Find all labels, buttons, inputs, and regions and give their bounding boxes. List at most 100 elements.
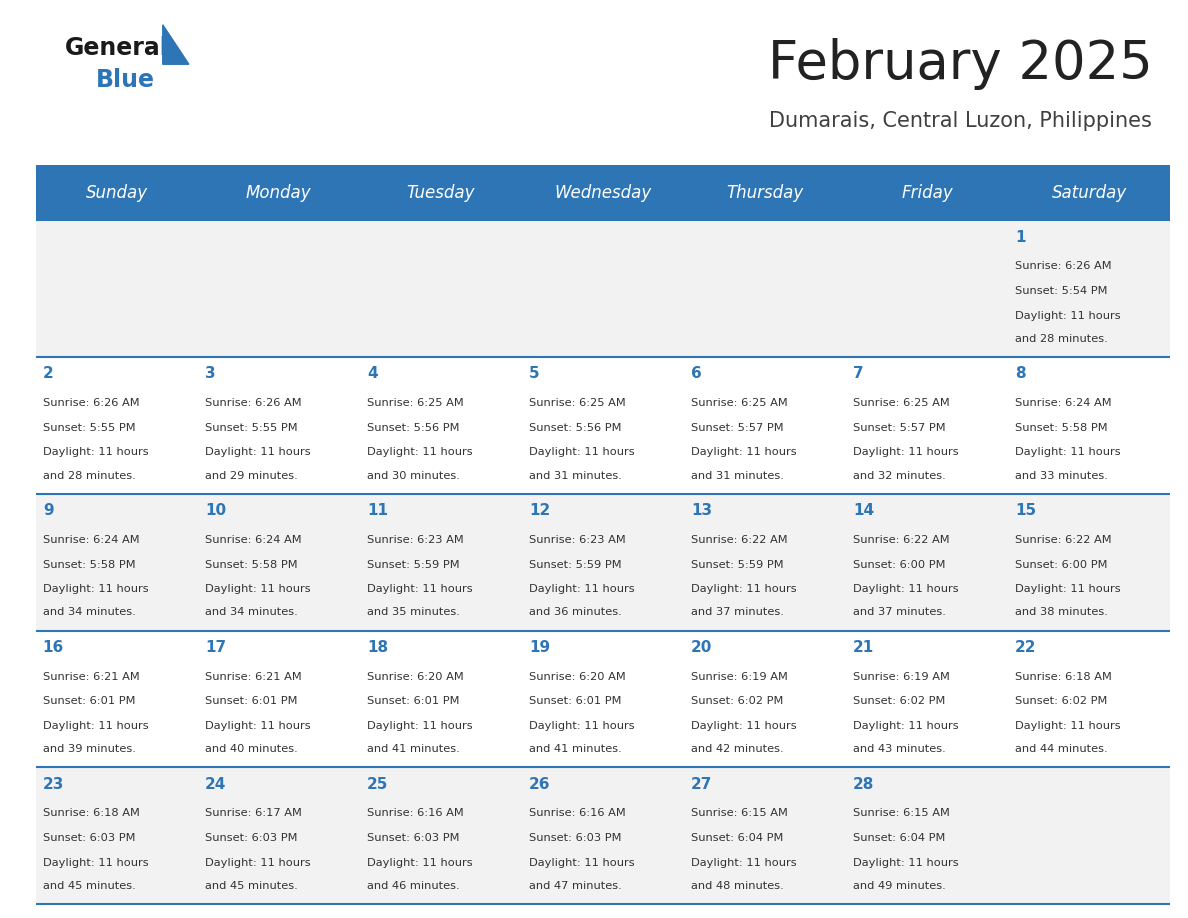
Text: 5: 5: [529, 366, 539, 381]
Text: Sunrise: 6:26 AM: Sunrise: 6:26 AM: [43, 398, 139, 409]
Text: Sunset: 5:58 PM: Sunset: 5:58 PM: [43, 560, 135, 569]
Text: Sunrise: 6:21 AM: Sunrise: 6:21 AM: [43, 672, 139, 682]
Text: Sunrise: 6:23 AM: Sunrise: 6:23 AM: [367, 535, 463, 545]
Text: Sunrise: 6:25 AM: Sunrise: 6:25 AM: [853, 398, 950, 409]
Text: 9: 9: [43, 503, 53, 518]
Text: Thursday: Thursday: [726, 184, 803, 202]
Text: and 35 minutes.: and 35 minutes.: [367, 608, 460, 618]
Text: Sunset: 6:04 PM: Sunset: 6:04 PM: [691, 834, 783, 843]
Text: Daylight: 11 hours: Daylight: 11 hours: [204, 584, 310, 594]
Text: Daylight: 11 hours: Daylight: 11 hours: [43, 721, 148, 731]
Text: Daylight: 11 hours: Daylight: 11 hours: [529, 721, 634, 731]
Text: Daylight: 11 hours: Daylight: 11 hours: [853, 447, 959, 457]
Text: Daylight: 11 hours: Daylight: 11 hours: [853, 721, 959, 731]
Text: and 31 minutes.: and 31 minutes.: [691, 471, 784, 481]
Text: 6: 6: [691, 366, 702, 381]
Bar: [36, 357, 1170, 494]
Text: Sunset: 6:00 PM: Sunset: 6:00 PM: [853, 560, 946, 569]
Text: and 41 minutes.: and 41 minutes.: [367, 744, 460, 755]
Text: and 48 minutes.: and 48 minutes.: [691, 881, 784, 891]
Text: Daylight: 11 hours: Daylight: 11 hours: [43, 857, 148, 868]
Bar: [36, 631, 1170, 767]
Text: 22: 22: [1016, 640, 1037, 655]
Text: 27: 27: [691, 777, 713, 791]
Text: and 41 minutes.: and 41 minutes.: [529, 744, 621, 755]
Text: Sunrise: 6:26 AM: Sunrise: 6:26 AM: [204, 398, 302, 409]
Text: 13: 13: [691, 503, 712, 518]
Text: Sunset: 5:57 PM: Sunset: 5:57 PM: [691, 423, 784, 432]
Text: Tuesday: Tuesday: [406, 184, 475, 202]
Text: Sunrise: 6:15 AM: Sunrise: 6:15 AM: [853, 809, 950, 819]
Text: Sunrise: 6:16 AM: Sunrise: 6:16 AM: [367, 809, 463, 819]
Text: Sunrise: 6:25 AM: Sunrise: 6:25 AM: [691, 398, 788, 409]
Text: Daylight: 11 hours: Daylight: 11 hours: [1016, 310, 1120, 320]
Text: 1: 1: [1016, 230, 1025, 244]
Bar: [36, 220, 1170, 357]
Text: Sunrise: 6:20 AM: Sunrise: 6:20 AM: [529, 672, 626, 682]
Text: Sunset: 6:03 PM: Sunset: 6:03 PM: [204, 834, 297, 843]
Text: Daylight: 11 hours: Daylight: 11 hours: [367, 584, 473, 594]
Text: Sunset: 5:59 PM: Sunset: 5:59 PM: [367, 560, 460, 569]
Text: and 46 minutes.: and 46 minutes.: [367, 881, 460, 891]
Text: Sunrise: 6:15 AM: Sunrise: 6:15 AM: [691, 809, 788, 819]
Text: Sunrise: 6:18 AM: Sunrise: 6:18 AM: [43, 809, 140, 819]
Text: Friday: Friday: [902, 184, 953, 202]
Text: Sunset: 5:56 PM: Sunset: 5:56 PM: [367, 423, 460, 432]
Text: Sunset: 6:03 PM: Sunset: 6:03 PM: [367, 834, 460, 843]
Text: Saturday: Saturday: [1051, 184, 1126, 202]
Text: and 31 minutes.: and 31 minutes.: [529, 471, 621, 481]
Text: and 38 minutes.: and 38 minutes.: [1016, 608, 1108, 618]
Text: and 28 minutes.: and 28 minutes.: [1016, 334, 1108, 344]
Text: Daylight: 11 hours: Daylight: 11 hours: [691, 721, 797, 731]
Text: Daylight: 11 hours: Daylight: 11 hours: [204, 447, 310, 457]
Text: Daylight: 11 hours: Daylight: 11 hours: [204, 721, 310, 731]
Bar: [36, 494, 1170, 631]
Text: and 47 minutes.: and 47 minutes.: [529, 881, 621, 891]
Text: Sunset: 6:02 PM: Sunset: 6:02 PM: [853, 697, 946, 706]
Text: and 29 minutes.: and 29 minutes.: [204, 471, 298, 481]
Polygon shape: [163, 25, 189, 64]
Text: 10: 10: [204, 503, 226, 518]
Text: and 45 minutes.: and 45 minutes.: [43, 881, 135, 891]
Text: Sunrise: 6:22 AM: Sunrise: 6:22 AM: [691, 535, 788, 545]
Text: Sunset: 5:59 PM: Sunset: 5:59 PM: [691, 560, 784, 569]
Text: Daylight: 11 hours: Daylight: 11 hours: [1016, 447, 1120, 457]
Text: and 42 minutes.: and 42 minutes.: [691, 744, 784, 755]
Text: Sunset: 5:55 PM: Sunset: 5:55 PM: [204, 423, 297, 432]
Text: Blue: Blue: [96, 68, 156, 92]
Text: 12: 12: [529, 503, 550, 518]
Text: Sunrise: 6:22 AM: Sunrise: 6:22 AM: [1016, 535, 1112, 545]
Text: Sunrise: 6:17 AM: Sunrise: 6:17 AM: [204, 809, 302, 819]
Text: and 37 minutes.: and 37 minutes.: [853, 608, 946, 618]
Text: 25: 25: [367, 777, 388, 791]
Text: February 2025: February 2025: [767, 39, 1152, 90]
Text: 11: 11: [367, 503, 388, 518]
Text: 4: 4: [367, 366, 378, 381]
Text: Daylight: 11 hours: Daylight: 11 hours: [529, 447, 634, 457]
Text: 26: 26: [529, 777, 550, 791]
Text: Daylight: 11 hours: Daylight: 11 hours: [367, 721, 473, 731]
Text: Sunset: 6:01 PM: Sunset: 6:01 PM: [529, 697, 621, 706]
Text: Sunset: 5:56 PM: Sunset: 5:56 PM: [529, 423, 621, 432]
Text: Daylight: 11 hours: Daylight: 11 hours: [1016, 584, 1120, 594]
Text: 15: 15: [1016, 503, 1036, 518]
Text: Sunrise: 6:26 AM: Sunrise: 6:26 AM: [1016, 262, 1112, 272]
Text: Daylight: 11 hours: Daylight: 11 hours: [367, 447, 473, 457]
Text: Sunset: 5:55 PM: Sunset: 5:55 PM: [43, 423, 135, 432]
Text: Sunset: 5:58 PM: Sunset: 5:58 PM: [204, 560, 297, 569]
Text: Daylight: 11 hours: Daylight: 11 hours: [1016, 721, 1120, 731]
Text: Sunrise: 6:16 AM: Sunrise: 6:16 AM: [529, 809, 626, 819]
Text: Sunset: 6:03 PM: Sunset: 6:03 PM: [43, 834, 135, 843]
Text: 19: 19: [529, 640, 550, 655]
Text: and 34 minutes.: and 34 minutes.: [204, 608, 298, 618]
Text: 23: 23: [43, 777, 64, 791]
Text: Daylight: 11 hours: Daylight: 11 hours: [691, 584, 797, 594]
Text: Daylight: 11 hours: Daylight: 11 hours: [367, 857, 473, 868]
Text: and 32 minutes.: and 32 minutes.: [853, 471, 946, 481]
Text: Sunrise: 6:21 AM: Sunrise: 6:21 AM: [204, 672, 302, 682]
Text: 16: 16: [43, 640, 64, 655]
Text: Sunset: 6:01 PM: Sunset: 6:01 PM: [367, 697, 460, 706]
Text: Daylight: 11 hours: Daylight: 11 hours: [691, 447, 797, 457]
Text: Sunrise: 6:25 AM: Sunrise: 6:25 AM: [529, 398, 626, 409]
Text: Sunset: 6:03 PM: Sunset: 6:03 PM: [529, 834, 621, 843]
